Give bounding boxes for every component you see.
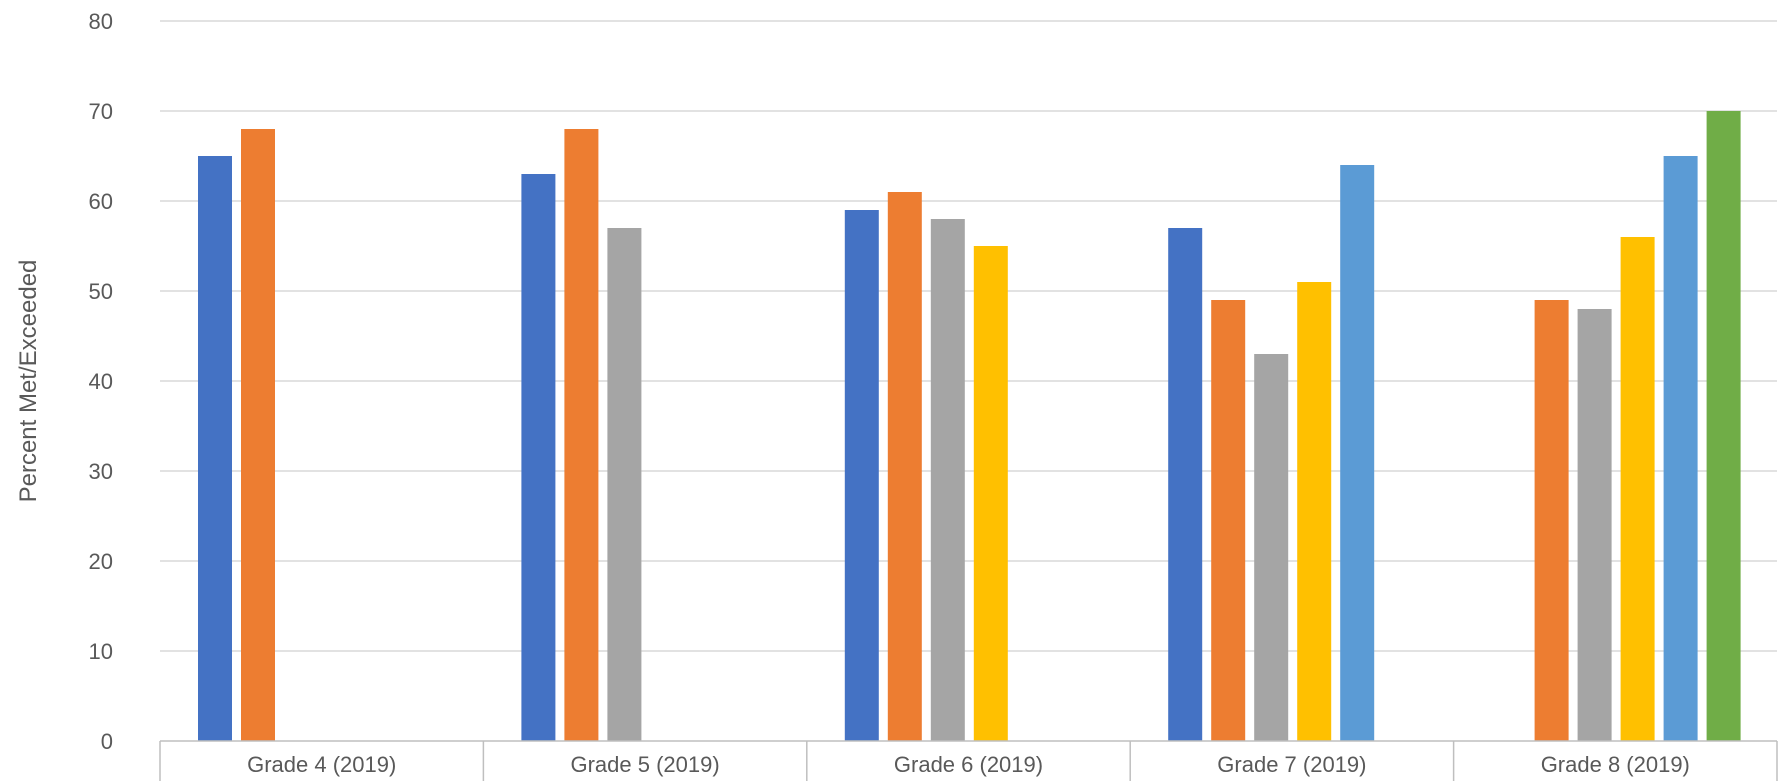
x-category-label: Grade 7 (2019) [1217, 752, 1366, 777]
bar [241, 129, 275, 741]
bar [607, 228, 642, 741]
x-category-label: Grade 8 (2019) [1541, 752, 1690, 777]
y-tick-label: 20 [89, 549, 113, 574]
y-axis-ticks: 0 10 20 30 40 50 60 70 80 [89, 9, 113, 754]
bar [844, 210, 879, 741]
y-tick-label: 50 [89, 279, 113, 304]
bar [521, 174, 556, 741]
y-tick-label: 0 [101, 729, 113, 754]
bar [1663, 156, 1698, 741]
x-axis-categories: Grade 4 (2019) Grade 5 (2019) Grade 6 (201… [247, 752, 1690, 777]
x-category-label: Grade 6 (2019) [894, 752, 1043, 777]
bar [1254, 354, 1289, 741]
bar [1168, 228, 1203, 741]
bar [198, 156, 232, 741]
y-tick-label: 70 [89, 99, 113, 124]
x-category-label: Grade 4 (2019) [247, 752, 396, 777]
bar [564, 129, 599, 741]
y-tick-label: 60 [89, 189, 113, 214]
y-tick-label: 30 [89, 459, 113, 484]
bar [1297, 282, 1332, 741]
bar [930, 219, 965, 741]
x-axis [159, 740, 1778, 781]
bar [1340, 165, 1375, 741]
bar [887, 192, 922, 741]
bars [198, 111, 1741, 741]
bar [1620, 237, 1655, 741]
x-category-label: Grade 5 (2019) [570, 752, 719, 777]
y-tick-label: 10 [89, 639, 113, 664]
bar [1534, 300, 1569, 741]
y-axis-title: Percent Met/Exceeded [15, 260, 42, 503]
bar [1577, 309, 1612, 741]
bar [1211, 300, 1246, 741]
bar [973, 246, 1008, 741]
y-tick-label: 80 [89, 9, 113, 34]
bar [1706, 111, 1741, 741]
y-tick-label: 40 [89, 369, 113, 394]
gridlines [160, 20, 1777, 652]
